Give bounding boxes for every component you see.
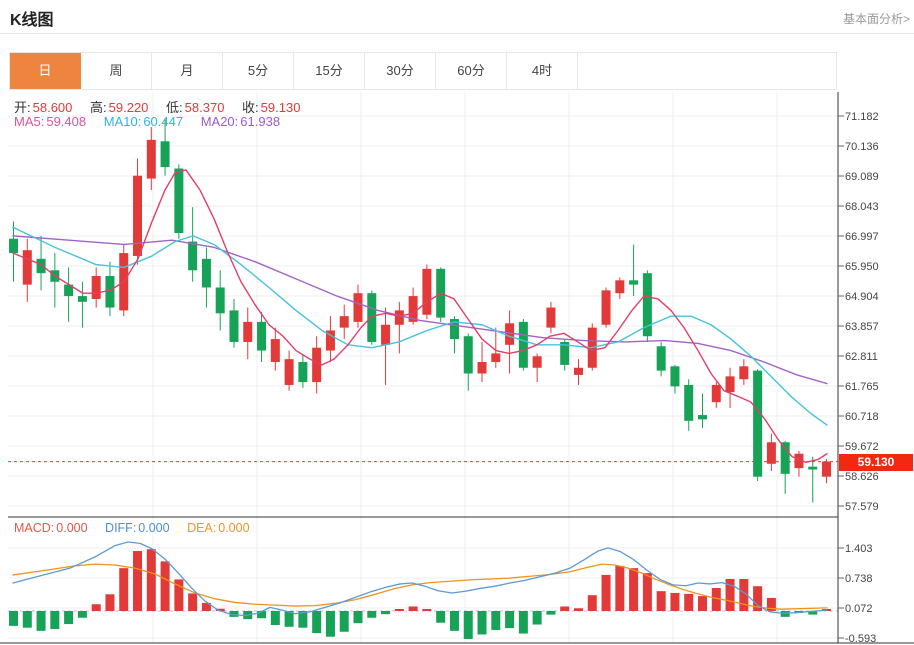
tab-30分[interactable]: 30分 bbox=[365, 53, 436, 89]
svg-text:64.904: 64.904 bbox=[845, 291, 879, 303]
svg-text:0.738: 0.738 bbox=[845, 573, 873, 585]
svg-text:65.950: 65.950 bbox=[845, 261, 879, 273]
svg-text:63.857: 63.857 bbox=[845, 321, 879, 333]
svg-text:71.182: 71.182 bbox=[845, 111, 879, 123]
tab-日[interactable]: 日 bbox=[10, 53, 81, 89]
tab-4时[interactable]: 4时 bbox=[507, 53, 578, 89]
svg-text:70.136: 70.136 bbox=[845, 141, 879, 153]
current-price-badge: 59.130 bbox=[839, 454, 913, 471]
tab-15分[interactable]: 15分 bbox=[294, 53, 365, 89]
header-divider bbox=[0, 33, 914, 34]
tab-5分[interactable]: 5分 bbox=[223, 53, 294, 89]
svg-text:60.718: 60.718 bbox=[845, 411, 879, 423]
svg-text:66.997: 66.997 bbox=[845, 231, 879, 243]
fundamental-analysis-link[interactable]: 基本面分析> bbox=[842, 12, 910, 26]
svg-text:-0.593: -0.593 bbox=[845, 633, 876, 645]
svg-text:0.072: 0.072 bbox=[845, 603, 873, 615]
svg-text:68.043: 68.043 bbox=[845, 201, 879, 213]
svg-text:57.579: 57.579 bbox=[845, 501, 879, 513]
tab-60分[interactable]: 60分 bbox=[436, 53, 507, 89]
interval-tabbar: 日周月 5分 15分 30分 60分 4时 bbox=[9, 52, 837, 90]
svg-text:59.672: 59.672 bbox=[845, 441, 879, 453]
tab-周[interactable]: 周 bbox=[81, 53, 152, 89]
svg-text:1.403: 1.403 bbox=[845, 543, 873, 555]
svg-text:69.089: 69.089 bbox=[845, 171, 879, 183]
svg-text:58.626: 58.626 bbox=[845, 471, 879, 483]
svg-text:61.765: 61.765 bbox=[845, 381, 879, 393]
page-title: K线图 bbox=[10, 12, 54, 29]
svg-text:62.811: 62.811 bbox=[845, 351, 878, 363]
tab-月[interactable]: 月 bbox=[152, 53, 223, 89]
